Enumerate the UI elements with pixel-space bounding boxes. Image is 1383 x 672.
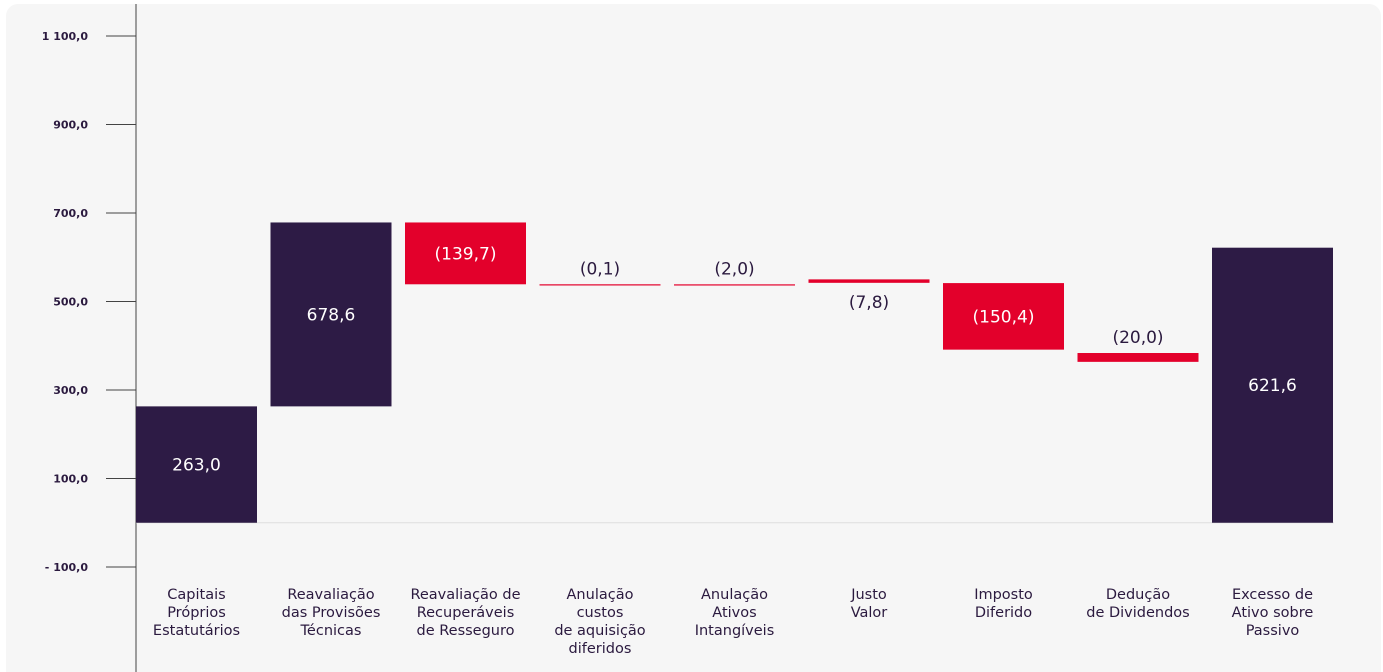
category-label-8: Dedução de Dividendos	[1086, 587, 1189, 621]
category-label-line: Próprios	[167, 605, 226, 621]
category-label-line: Anulação	[567, 587, 634, 603]
category-label-line: Anulação	[701, 587, 768, 603]
category-label-line: Diferido	[975, 605, 1032, 621]
bar-2	[270, 222, 392, 407]
category-label-line: de Resseguro	[416, 623, 514, 639]
category-label-line: Estatutários	[153, 623, 240, 639]
category-label-line: custos	[577, 605, 624, 621]
y-tick-label: - 100,0	[45, 561, 89, 574]
bar-value-label-4: (0,1)	[580, 259, 620, 279]
y-tick-label: 500,0	[53, 296, 88, 309]
bar-5	[674, 284, 795, 286]
bar-4	[539, 284, 661, 286]
category-label-line: Imposto	[974, 587, 1033, 603]
category-labels: Capitais Próprios Estatutários Reavaliação d…	[153, 587, 1313, 657]
category-label-line: Dedução	[1106, 587, 1170, 603]
category-label-line: de Dividendos	[1086, 605, 1189, 621]
category-label-line: Valor	[851, 605, 888, 621]
bar-7	[943, 283, 1064, 350]
category-label-line: Excesso de	[1232, 587, 1313, 603]
category-label-6: Justo Valor	[850, 587, 887, 621]
category-label-2: Reavaliação das Provisões Técnicas	[282, 587, 381, 639]
bar-6	[808, 279, 930, 283]
y-tick-label: 300,0	[53, 384, 88, 397]
y-tick-label: 1 100,0	[42, 30, 89, 43]
bars	[136, 222, 1333, 523]
category-label-line: Capitais	[167, 587, 225, 603]
category-label-line: Recuperáveis	[417, 605, 515, 621]
category-label-line: Passivo	[1246, 623, 1300, 639]
category-label-line: Reavaliação	[287, 587, 374, 603]
category-label-line: Justo	[850, 587, 887, 603]
category-label-line: Reavaliação de	[410, 587, 520, 603]
category-label-7: Imposto Diferido	[974, 587, 1033, 621]
bar-9	[1212, 247, 1333, 523]
bar-value-label-8: (20,0)	[1112, 328, 1163, 348]
category-label-3: Reavaliação de Recuperáveis de Resseguro	[410, 587, 520, 639]
category-label-1: Capitais Próprios Estatutários	[153, 587, 240, 639]
category-label-line: Técnicas	[300, 623, 362, 639]
category-label-line: das Provisões	[282, 605, 381, 621]
category-label-line: Intangíveis	[695, 623, 775, 639]
category-label-line: de aquisição	[554, 623, 645, 639]
bar-value-label-2: 678,6	[307, 305, 356, 325]
y-tick-label: 900,0	[53, 119, 88, 132]
bar-value-label-5: (2,0)	[714, 259, 754, 279]
bar-3	[405, 222, 526, 285]
bar-value-label-6: (7,8)	[849, 293, 889, 313]
bar-value-label-1: 263,0	[172, 456, 221, 476]
y-tick-label: 100,0	[53, 473, 88, 486]
bar-value-label-9: 621,6	[1248, 376, 1297, 396]
category-label-line: Ativo sobre	[1232, 605, 1314, 621]
category-label-4: Anulação custos de aquisição diferidos	[554, 587, 645, 657]
bar-labels: 263,0 678,6 (139,7) (0,1) (2,0) (7,8) (150,4) (…	[172, 244, 1297, 475]
category-label-line: diferidos	[569, 641, 632, 657]
bar-value-label-3: (139,7)	[435, 244, 497, 264]
bar-value-label-7: (150,4)	[973, 307, 1035, 327]
category-label-5: Anulação Ativos Intangíveis	[695, 587, 775, 639]
category-label-9: Excesso de Ativo sobre Passivo	[1232, 587, 1314, 639]
bar-8	[1077, 353, 1199, 362]
y-axis: 1 100,0 900,0 700,0 500,0 300,0 100,0 - 100,0	[42, 4, 137, 672]
category-label-line: Ativos	[712, 605, 756, 621]
chart-card	[6, 4, 1381, 672]
y-tick-label: 700,0	[53, 207, 88, 220]
bar-1	[136, 406, 257, 523]
